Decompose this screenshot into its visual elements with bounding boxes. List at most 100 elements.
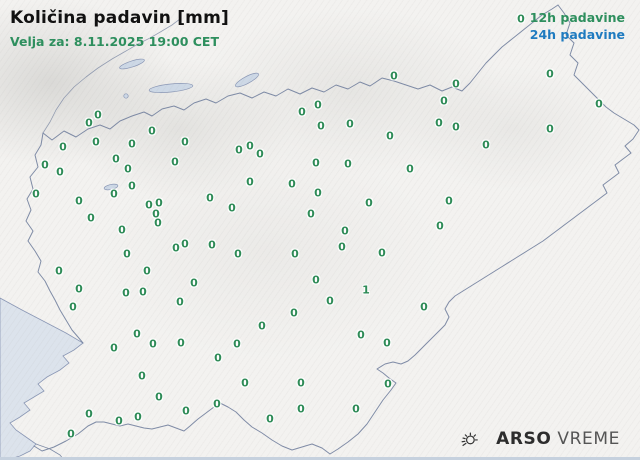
- station-value: 0: [206, 191, 214, 205]
- sun-rays-icon: [461, 432, 478, 447]
- station-value: 0: [41, 158, 49, 172]
- station-value: 0: [314, 186, 322, 200]
- station-value: 0: [152, 207, 160, 221]
- station-value: 1: [362, 283, 370, 297]
- station-value: 0: [482, 138, 490, 152]
- station-value: 0: [346, 117, 354, 131]
- station-value: 0: [235, 143, 243, 157]
- station-value: 0: [390, 69, 398, 83]
- station-value: 0: [75, 194, 83, 208]
- lake: [235, 72, 259, 88]
- station-value: 0: [546, 122, 554, 136]
- station-value: 0: [436, 219, 444, 233]
- station-value: 0: [435, 116, 443, 130]
- station-value: 0: [149, 337, 157, 351]
- station-value: 0: [338, 240, 346, 254]
- station-value: 0: [546, 67, 554, 81]
- station-value: 0: [378, 246, 386, 260]
- station-value: 0: [357, 328, 365, 342]
- station-value: 0: [288, 177, 296, 191]
- station-value: 0: [234, 247, 242, 261]
- station-value: 0: [182, 404, 190, 418]
- station-value: 0: [452, 120, 460, 134]
- station-value: 0: [312, 273, 320, 287]
- station-value: 0: [128, 179, 136, 193]
- lake: [123, 93, 129, 99]
- station-value: 0: [133, 327, 141, 341]
- station-value: 0: [344, 157, 352, 171]
- station-value: 0: [445, 194, 453, 208]
- station-value: 0: [171, 155, 179, 169]
- station-value: 0: [256, 147, 264, 161]
- station-value: 0: [85, 407, 93, 421]
- station-value: 0: [406, 162, 414, 176]
- station-value: 0: [258, 319, 266, 333]
- station-value: 0: [148, 124, 156, 138]
- station-value: 0: [365, 196, 373, 210]
- arso-vreme-logo[interactable]: ARSO VREME: [458, 428, 620, 450]
- legend-12h-toggle[interactable]: 12h padavine: [529, 10, 625, 25]
- station-value: 0: [352, 402, 360, 416]
- station-value: 0: [228, 201, 236, 215]
- logo-brand-text: ARSO: [496, 429, 552, 449]
- station-value: 0: [75, 282, 83, 296]
- station-value: 0: [115, 414, 123, 428]
- station-value: 0: [307, 207, 315, 221]
- station-value: 0: [154, 216, 162, 230]
- page-title: Količina padavin [mm]: [10, 8, 229, 28]
- map-bottom-edge: [0, 457, 640, 460]
- station-value: 0: [246, 175, 254, 189]
- precip-layer-legend: 12h padavine 24h padavine: [530, 9, 625, 43]
- logo-product-text: VREME: [557, 429, 620, 449]
- station-value: 0: [110, 341, 118, 355]
- station-value: 0: [190, 276, 198, 290]
- station-value: 0: [312, 156, 320, 170]
- station-value: 0: [145, 198, 153, 212]
- station-value: 0: [138, 369, 146, 383]
- station-value: 0: [452, 77, 460, 91]
- lake: [103, 183, 119, 191]
- station-value: 0: [112, 152, 120, 166]
- station-value: 0: [383, 336, 391, 350]
- station-value: 0: [341, 224, 349, 238]
- lake: [148, 83, 194, 93]
- station-value: 0: [134, 410, 142, 424]
- station-value: 0: [94, 108, 102, 122]
- station-value: 0: [118, 223, 126, 237]
- station-value: 0: [139, 285, 147, 299]
- map-header: Količina padavin [mm] Velja za: 8.11.202…: [10, 8, 229, 49]
- station-value: 0: [181, 237, 189, 251]
- station-value: 0: [246, 139, 254, 153]
- station-value: 0: [440, 94, 448, 108]
- station-value: 0: [420, 300, 428, 314]
- station-value: 0: [87, 211, 95, 225]
- station-value: 0: [384, 377, 392, 391]
- station-value: 0: [298, 105, 306, 119]
- station-value: 0: [326, 294, 334, 308]
- station-value: 0: [314, 98, 322, 112]
- station-value: 0: [386, 129, 394, 143]
- station-value: 0: [55, 264, 63, 278]
- station-value: 0: [317, 119, 325, 133]
- lakes: [103, 58, 259, 191]
- station-value: 0: [290, 306, 298, 320]
- station-value: 0: [233, 337, 241, 351]
- station-value: 0: [172, 241, 180, 255]
- station-value: 0: [122, 286, 130, 300]
- station-value: 0: [155, 196, 163, 210]
- station-value: 0: [67, 427, 75, 441]
- station-value: 0: [176, 295, 184, 309]
- country-borders: [25, 4, 640, 460]
- station-value: 0: [213, 397, 221, 411]
- station-value: 0: [595, 97, 603, 111]
- station-value: 0: [124, 162, 132, 176]
- station-value: 0: [110, 187, 118, 201]
- station-value: 0: [517, 12, 525, 26]
- station-value: 0: [85, 116, 93, 130]
- station-value: 0: [297, 402, 305, 416]
- station-value: 0: [143, 264, 151, 278]
- legend-24h-toggle[interactable]: 24h padavine: [529, 27, 625, 42]
